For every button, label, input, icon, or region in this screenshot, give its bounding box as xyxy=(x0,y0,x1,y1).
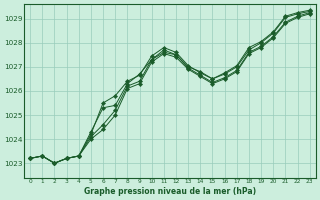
X-axis label: Graphe pression niveau de la mer (hPa): Graphe pression niveau de la mer (hPa) xyxy=(84,187,256,196)
